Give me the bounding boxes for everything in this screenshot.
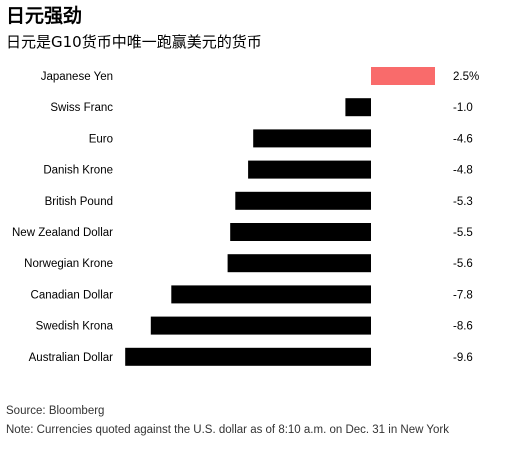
bar bbox=[150, 316, 371, 335]
bar bbox=[253, 129, 371, 148]
bar bbox=[171, 285, 371, 304]
footnote: Note: Currencies quoted against the U.S.… bbox=[6, 424, 449, 436]
value-label: -5.3 bbox=[453, 196, 473, 208]
value-label: -8.6 bbox=[453, 321, 473, 333]
bar bbox=[125, 347, 371, 366]
value-label: -7.8 bbox=[453, 289, 473, 301]
value-label: 2.5% bbox=[453, 71, 479, 83]
value-label: -5.5 bbox=[453, 227, 473, 239]
bar bbox=[235, 191, 371, 210]
bar bbox=[248, 160, 371, 179]
category-label: British Pound bbox=[45, 196, 113, 208]
bar bbox=[227, 254, 371, 273]
value-label: -9.6 bbox=[453, 352, 473, 364]
bar-chart: Japanese Yen 2.5% Swiss Franc -1.0 Euro -4.6 D… bbox=[12, 67, 479, 366]
category-label: Norwegian Krone bbox=[24, 258, 113, 270]
category-label: Danish Krone bbox=[43, 165, 113, 177]
chart-subtitle: 日元是G10货币中唯一跑赢美元的货币 bbox=[6, 33, 262, 51]
value-label: -4.6 bbox=[453, 133, 473, 145]
value-label: -1.0 bbox=[453, 102, 473, 114]
bar bbox=[230, 223, 371, 241]
category-label: New Zealand Dollar bbox=[12, 227, 113, 239]
chart-title: 日元强劲 bbox=[6, 5, 83, 27]
value-label: -5.6 bbox=[453, 258, 473, 270]
bar bbox=[371, 67, 435, 85]
category-label: Canadian Dollar bbox=[31, 289, 114, 301]
category-label: Swiss Franc bbox=[50, 102, 113, 114]
category-label: Japanese Yen bbox=[41, 71, 113, 83]
category-label: Swedish Krona bbox=[36, 321, 114, 333]
category-label: Euro bbox=[89, 133, 113, 145]
bar bbox=[345, 98, 371, 117]
category-label: Australian Dollar bbox=[29, 352, 114, 364]
value-label: -4.8 bbox=[453, 165, 473, 177]
source-note: Source: Bloomberg bbox=[6, 405, 105, 417]
